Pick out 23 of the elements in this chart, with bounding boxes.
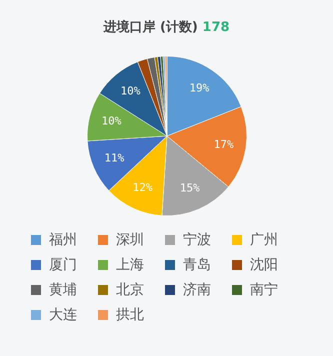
legend-label: 拱北 <box>116 306 144 324</box>
data-label: 17% <box>214 138 234 151</box>
legend-label: 深圳 <box>116 230 144 248</box>
chart-subtitle: 178 <box>202 20 230 35</box>
legend-label: 广州 <box>250 230 278 248</box>
data-label: 11% <box>104 152 125 165</box>
legend-label: 黄埔 <box>49 280 77 298</box>
data-label: 10% <box>120 84 141 98</box>
legend-label: 济南 <box>183 280 211 298</box>
data-label: 10% <box>101 114 122 128</box>
data-label: 15% <box>180 182 200 195</box>
legend-label: 厦门 <box>49 256 77 274</box>
chart-title: 进境口岸 (计数) <box>103 20 198 35</box>
legend-label: 福州 <box>49 230 77 248</box>
legend-label: 上海 <box>116 256 144 274</box>
legend-label: 青岛 <box>183 256 211 274</box>
legend-label: 宁波 <box>183 230 211 248</box>
legend-label: 南宁 <box>250 280 278 298</box>
data-label: 19% <box>189 81 210 94</box>
legend-label: 沈阳 <box>250 256 278 274</box>
legend-label: 北京 <box>116 280 144 298</box>
legend-label: 大连 <box>49 306 77 324</box>
data-label: 12% <box>132 180 153 194</box>
